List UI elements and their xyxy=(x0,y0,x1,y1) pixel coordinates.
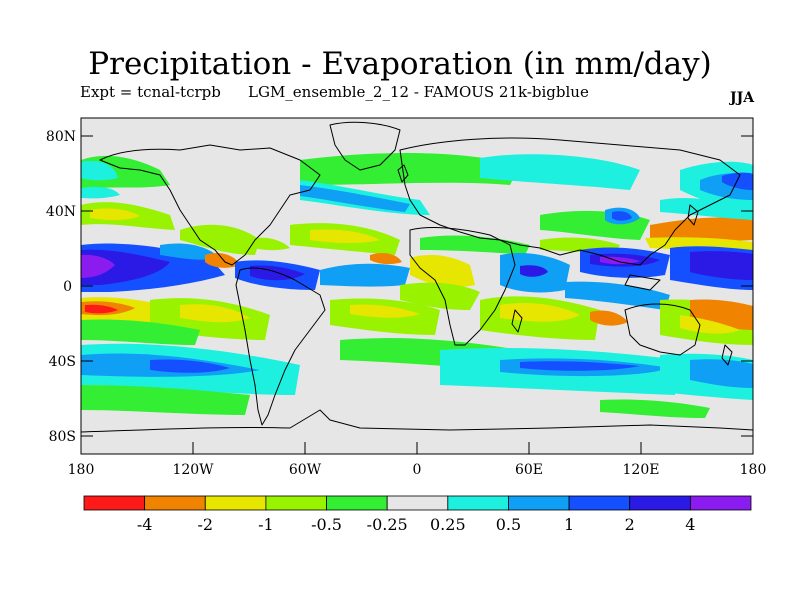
pme-region xyxy=(660,198,753,220)
coastline-north-america xyxy=(99,144,321,266)
pme-region xyxy=(600,399,710,418)
pme-region xyxy=(680,315,740,334)
coastline-uk xyxy=(397,164,409,183)
colorbar-swatch xyxy=(568,495,631,511)
colorbar-swatch xyxy=(447,495,509,511)
pme-region xyxy=(400,282,480,310)
pme-region xyxy=(310,229,380,244)
lon-label: 120W xyxy=(172,462,214,478)
pme-region xyxy=(300,185,410,212)
lon-label: 180 xyxy=(68,462,95,478)
pme-region xyxy=(590,310,628,326)
coastline-antarctica xyxy=(81,409,753,433)
lat-label: 80N xyxy=(46,129,76,145)
coastline-eurasia xyxy=(399,137,741,266)
colorbar-swatch xyxy=(83,495,146,511)
pme-region xyxy=(350,304,420,318)
colorbar-label: -4 xyxy=(137,515,153,534)
lon-label: 0 xyxy=(413,462,422,478)
pme-region xyxy=(520,265,548,277)
colorbar-label: -0.25 xyxy=(367,515,408,534)
pme-region xyxy=(85,304,118,314)
lat-label: 0 xyxy=(63,279,72,295)
pme-region xyxy=(480,154,640,190)
colorbar-label: 4 xyxy=(685,515,695,534)
colorbar-swatch xyxy=(629,495,691,511)
colorbar-label: 1 xyxy=(564,515,574,534)
pme-region xyxy=(300,153,520,185)
colorbar-swatch xyxy=(326,495,388,511)
coastline-africa xyxy=(409,227,516,346)
season-label: JJA xyxy=(730,90,755,106)
colorbar-label: -1 xyxy=(258,515,274,534)
coastline-indonesia xyxy=(624,274,661,291)
coastline-madagascar xyxy=(511,309,523,333)
coastline-new-zealand xyxy=(721,344,733,366)
pme-field xyxy=(81,153,753,418)
pme-region xyxy=(150,359,230,373)
pme-region xyxy=(690,251,753,280)
pme-region xyxy=(180,224,260,255)
pme-region xyxy=(245,237,290,251)
pme-region xyxy=(81,254,115,278)
coastline-australia xyxy=(624,303,701,356)
coastline-greenland xyxy=(329,121,401,171)
pme-region xyxy=(81,160,118,181)
colorbar-swatch xyxy=(144,495,206,511)
colorbar: -4 -2 -1 -0.5 -0.25 0.25 0.5 1 2 4 xyxy=(83,495,752,534)
colorbar-label: 0.25 xyxy=(430,515,466,534)
coastlines xyxy=(81,121,753,433)
coastline-japan xyxy=(687,204,699,226)
pme-region xyxy=(650,217,753,241)
lat-label: 80S xyxy=(49,429,76,445)
colorbar-label: 2 xyxy=(625,515,635,534)
experiment-label: Expt = tcnal-tcrpb xyxy=(80,83,221,101)
pme-region xyxy=(370,252,402,265)
pme-region xyxy=(90,208,140,220)
pme-region xyxy=(81,319,200,345)
lon-label: 180 xyxy=(740,462,767,478)
colorbar-swatch xyxy=(386,495,449,511)
lon-label: 120E xyxy=(623,462,660,478)
pme-region xyxy=(320,263,410,287)
colorbar-swatch xyxy=(265,495,327,511)
lon-label: 60W xyxy=(289,462,322,478)
pme-region xyxy=(81,385,250,415)
lat-label: 40S xyxy=(49,354,76,370)
colorbar-swatch xyxy=(689,495,752,511)
lon-ticks xyxy=(192,442,642,454)
colorbar-label: 0.5 xyxy=(496,515,521,534)
ensemble-label: LGM_ensemble_2_12 - FAMOUS 21k-bigblue xyxy=(248,83,589,101)
pme-region xyxy=(645,237,753,251)
pme-region xyxy=(500,303,580,322)
pme-region xyxy=(612,211,632,221)
colorbar-swatch xyxy=(508,495,570,511)
coastline-south-america xyxy=(235,267,326,426)
pme-region xyxy=(180,304,250,323)
lon-label: 60E xyxy=(515,462,543,478)
map-title: Precipitation - Evaporation (in mm/day) xyxy=(88,46,712,82)
colorbar-label: -0.5 xyxy=(311,515,342,534)
colorbar-swatch xyxy=(204,495,267,511)
pme-region xyxy=(722,172,753,190)
pme-region xyxy=(690,359,753,388)
pme-region xyxy=(410,254,475,287)
colorbar-label: -2 xyxy=(197,515,213,534)
lat-label: 40N xyxy=(46,204,76,220)
pme-region xyxy=(81,186,120,199)
pme-region xyxy=(520,361,640,371)
lat-ticks xyxy=(81,135,753,437)
